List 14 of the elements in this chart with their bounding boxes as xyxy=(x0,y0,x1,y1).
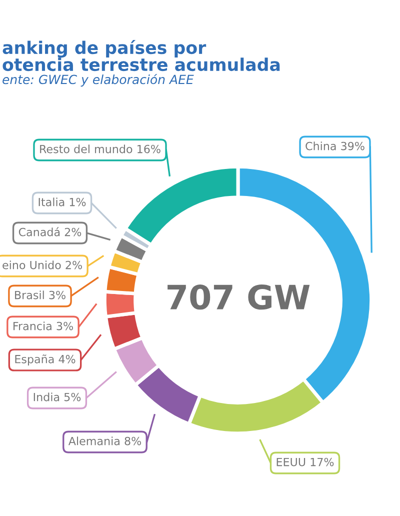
slice-label: España 4% xyxy=(15,354,76,366)
slice-label: Resto del mundo 16% xyxy=(40,144,160,154)
slice-label: India 5% xyxy=(34,392,81,402)
chart-subtitle: ente: GWEC y elaboración AEE xyxy=(2,74,194,87)
slice-label: EEUU 17% xyxy=(276,458,334,466)
chart-title: anking de países por otencia terrestre acumulada xyxy=(2,40,280,72)
slice-label: China 39% xyxy=(306,142,364,150)
slice-label: Italia 1% xyxy=(38,198,86,206)
slice-label: eino Unido 2% xyxy=(2,260,82,270)
slice-label: Brasil 3% xyxy=(15,290,66,300)
slice-label: Alemania 8% xyxy=(68,436,142,446)
text: 707 GW xyxy=(168,284,310,310)
slice-label: Canadá 2% xyxy=(18,227,82,236)
slice-label: Francia 3% xyxy=(14,322,73,330)
